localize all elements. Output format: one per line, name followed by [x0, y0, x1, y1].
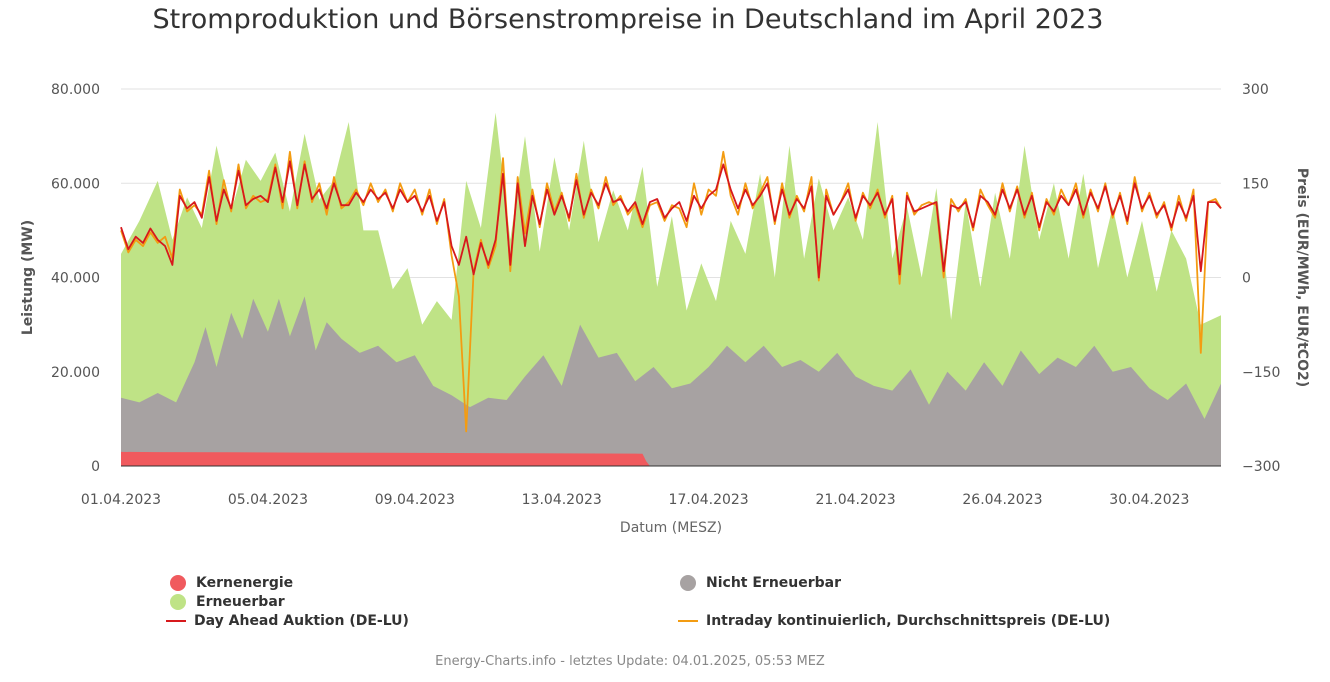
y-left-tick-label: 40.000	[51, 271, 100, 287]
x-tick-label: 17.04.2023	[669, 492, 749, 508]
legend-label: Kernenergie	[196, 575, 294, 591]
legend-line-day-ahead	[166, 620, 186, 622]
line-series	[120, 150, 1222, 433]
legend-line-intraday	[678, 620, 698, 622]
y-right-axis-title: Preis (EUR/MWh, EUR/tCO2)	[1294, 168, 1310, 387]
y-right-tick-label: 300	[1242, 82, 1269, 98]
y-right-tick-label: −300	[1242, 459, 1280, 475]
line-intraday	[120, 150, 1222, 433]
legend-item-nicht-erneuerbar[interactable]: Nicht Erneuerbar	[680, 575, 841, 591]
legend-label: Nicht Erneuerbar	[706, 575, 842, 591]
y-left-tick-label: 0	[91, 459, 100, 475]
legend-dot-kernenergie	[170, 575, 186, 591]
x-axis-title: Datum (MESZ)	[620, 520, 722, 536]
x-tick-label: 30.04.2023	[1109, 492, 1189, 508]
area-series	[121, 112, 1223, 466]
y-right-tick-label: 150	[1242, 176, 1269, 192]
x-tick-label: 09.04.2023	[375, 492, 455, 508]
y-left-tick-label: 80.000	[51, 82, 100, 98]
legend-item-kernenergie[interactable]: Kernenergie	[170, 575, 293, 591]
y-left-tick-label: 60.000	[51, 176, 100, 192]
area-nicht-erneuerbar	[121, 296, 1221, 466]
legend-label: Day Ahead Auktion (DE-LU)	[194, 613, 409, 629]
legend-dot-erneuerbar	[170, 594, 186, 610]
legend-item-intraday[interactable]: Intraday kontinuierlich, Durchschnittspr…	[678, 613, 1110, 629]
legend-item-day-ahead[interactable]: Day Ahead Auktion (DE-LU)	[166, 613, 409, 629]
legend-label: Intraday kontinuierlich, Durchschnittspr…	[706, 613, 1111, 629]
legend-label: Erneuerbar	[196, 594, 285, 610]
x-tick-label: 26.04.2023	[962, 492, 1042, 508]
y-left-axis-title: Leistung (MW)	[20, 220, 36, 335]
y-left-tick-label: 20.000	[51, 365, 100, 381]
legend-dot-nicht-erneuerbar	[680, 575, 696, 591]
line-day-ahead	[120, 160, 1222, 279]
chart-title: Stromproduktion und Börsenstrompreise in…	[152, 4, 1104, 35]
x-tick-label: 21.04.2023	[815, 492, 895, 508]
axes: 0 20.000 40.000 60.000 80.000 −300 −150 0 150 300…	[20, 82, 1310, 536]
legend-item-erneuerbar[interactable]: Erneuerbar	[170, 594, 285, 610]
footer-credit: Energy-Charts.info - letztes Update: 04.…	[435, 654, 825, 669]
area-kernenergie	[121, 451, 1223, 466]
x-tick-label: 01.04.2023	[81, 492, 161, 508]
x-tick-label: 05.04.2023	[228, 492, 308, 508]
y-right-tick-label: 0	[1242, 271, 1251, 287]
y-right-tick-label: −150	[1242, 365, 1280, 381]
x-tick-label: 13.04.2023	[522, 492, 602, 508]
